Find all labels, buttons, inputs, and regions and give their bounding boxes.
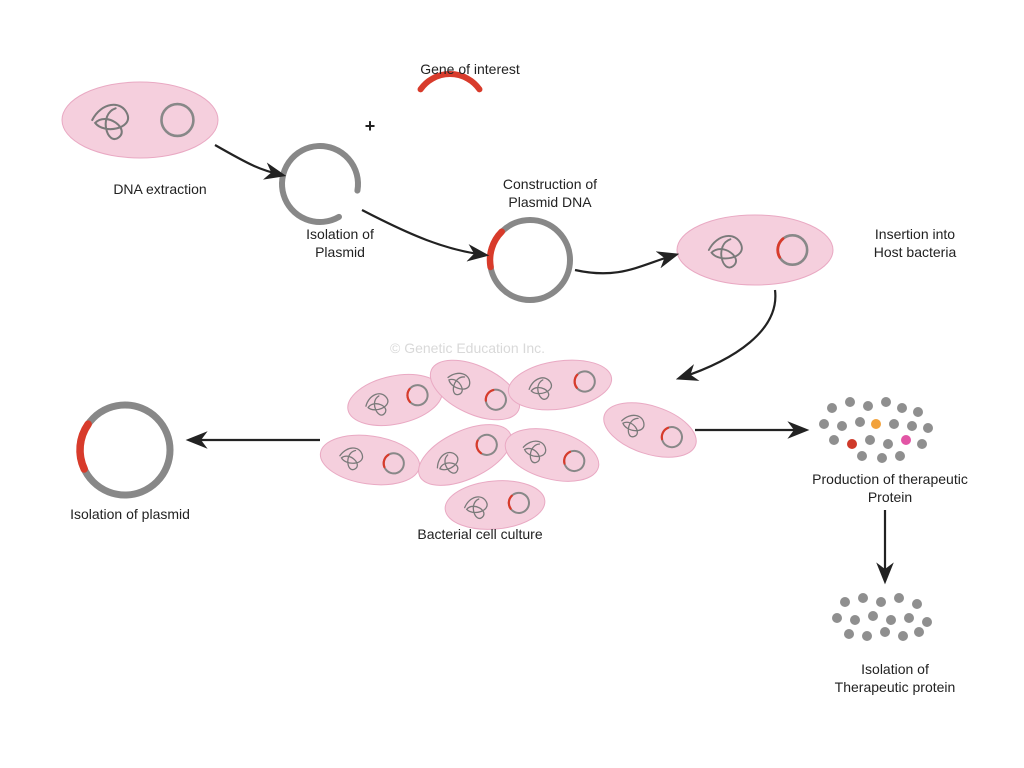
- culture-bacterium-1: [421, 348, 528, 432]
- bacterium-source: [62, 82, 218, 158]
- bacterium-host: [677, 215, 833, 285]
- label-isolation-plasmid-top: Isolation of Plasmid: [280, 225, 400, 261]
- label-insertion: Insertion into Host bacteria: [840, 225, 990, 261]
- plasmid-isolated: [80, 405, 170, 495]
- label-bacterial-culture: Bacterial cell culture: [380, 525, 580, 543]
- arrow-a3: [575, 255, 675, 273]
- label-production: Production of therapeutic Protein: [790, 470, 990, 506]
- label-isolation-plasmid-left: Isolation of plasmid: [50, 505, 210, 523]
- label-isolation-protein: Isolation of Therapeutic protein: [810, 660, 980, 696]
- plasmid-open: [282, 146, 358, 222]
- culture-bacterium-7: [597, 392, 703, 467]
- culture-bacterium-3: [317, 429, 423, 490]
- culture-bacterium-2: [505, 354, 615, 416]
- culture-bacterium-0: [343, 367, 447, 434]
- arrow-a4: [680, 290, 775, 378]
- plus-symbol: +: [360, 115, 380, 138]
- plasmid-recombinant: [490, 220, 570, 300]
- label-dna-extraction: DNA extraction: [90, 180, 230, 198]
- culture-bacterium-5: [499, 419, 604, 490]
- diagram-stage: [0, 0, 1024, 768]
- watermark: © Genetic Education Inc.: [390, 340, 610, 356]
- arrow-a1: [215, 145, 282, 175]
- label-construction: Construction of Plasmid DNA: [470, 175, 630, 211]
- culture-bacterium-4: [410, 412, 521, 498]
- label-gene-of-interest: Gene of interest: [390, 60, 550, 78]
